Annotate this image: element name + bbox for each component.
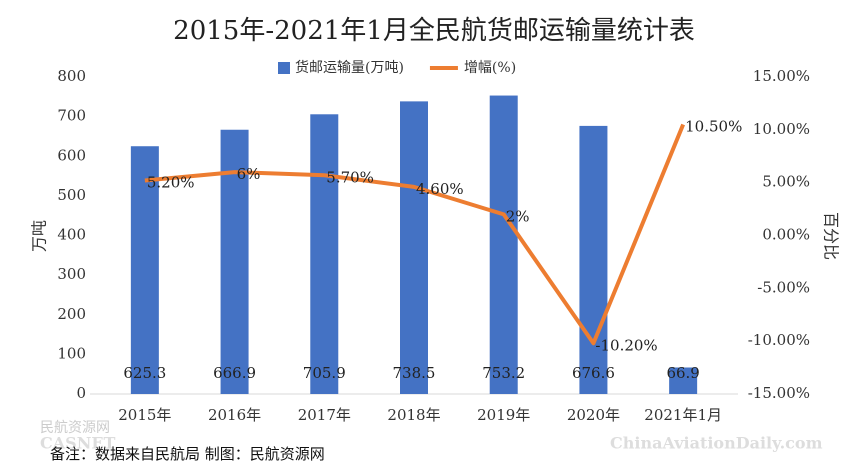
x-tick-label: 2016年 [208,406,261,424]
x-tick-label: 2020年 [567,406,620,424]
y2-tick-label: -15.00% [748,384,810,402]
line-value-label: -10.20% [595,336,657,354]
y2-tick-label: 15.00% [753,67,810,85]
y2-axis-title: 百分比 [822,212,841,260]
line-value-label: 4.60% [416,180,464,198]
x-tick-label: 2018年 [387,406,440,424]
y-tick-label: 500 [57,186,86,204]
line-value-label: 10.50% [685,118,742,136]
x-tick-label: 2019年 [477,406,530,424]
bar-value-label: 625.3 [123,364,166,382]
y-tick-label: 700 [57,107,86,125]
y-tick-label: 600 [57,146,86,164]
bar-value-label: 66.9 [666,364,699,382]
legend-label: 增幅(%) [464,60,516,76]
y-tick-label: 0 [76,384,86,402]
bar [400,101,428,394]
bar [310,114,339,395]
line-value-label: 6% [237,165,261,183]
y2-tick-label: 5.00% [762,173,810,191]
bar-value-label: 753.2 [482,364,525,382]
line [144,123,685,346]
y-tick-label: 300 [57,265,86,283]
y2-tick-label: -10.00% [748,331,810,349]
bar [489,95,518,395]
bar [669,367,698,394]
bar-value-label: 676.6 [572,364,615,382]
footnote: 备注：数据来自民航局 制图：民航资源网 [50,445,325,463]
line-value-label: 5.20% [147,174,195,192]
legend-swatch [278,62,290,74]
y2-tick-label: -5.00% [757,278,810,296]
watermark: ChinaAviationDaily.com [610,434,823,453]
y-axis-title: 万吨 [30,220,49,252]
y2-tick-label: 0.00% [762,226,810,244]
line-value-label: 5.70% [326,168,374,186]
bar-value-label: 738.5 [393,364,436,382]
bar-value-label: 666.9 [213,364,256,382]
y-tick-label: 100 [57,344,86,362]
legend-label: 货邮运输量(万吨) [295,59,404,76]
y-tick-label: 400 [57,226,86,244]
bar-value-label: 705.9 [303,364,346,382]
chart-title: 2015年-2021年1月全民航货邮运输量统计表 [173,16,695,46]
x-tick-label: 2017年 [298,406,351,424]
line-value-label: 2% [506,207,530,225]
x-tick-label: 2021年1月 [644,406,722,424]
bar [130,146,159,394]
y2-tick-label: 10.00% [753,120,810,138]
bar [579,125,608,394]
y-tick-label: 200 [57,305,86,323]
x-tick-label: 2015年 [118,406,171,424]
watermark: CASNET [40,434,116,453]
watermark: 民航资源网 [40,420,110,436]
y-tick-label: 800 [57,67,86,85]
